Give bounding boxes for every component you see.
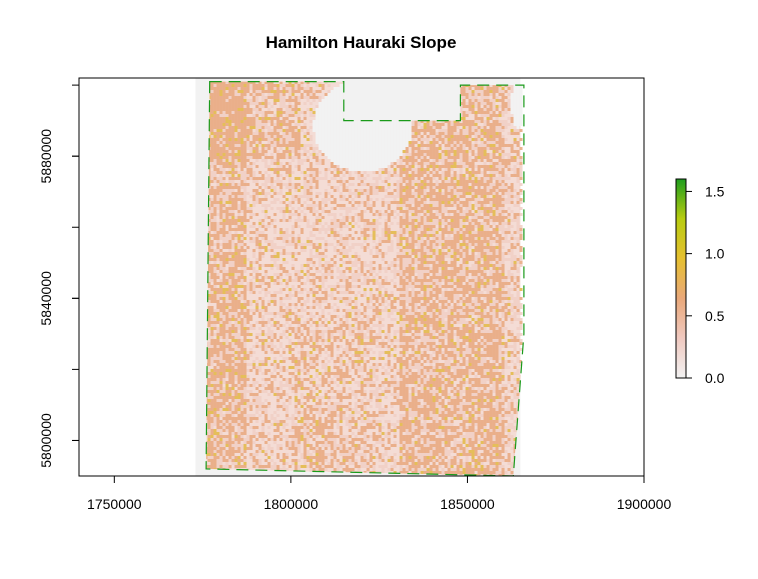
x-axis: 1750000 1800000 1850000 1900000	[87, 476, 671, 512]
y-tick-label: 5880000	[38, 129, 54, 184]
colorbar-tick-label: 1.5	[705, 183, 725, 199]
x-tick-label: 1800000	[264, 496, 319, 512]
x-tick-label: 1900000	[617, 496, 672, 512]
y-axis: 5800000 5840000 5880000	[38, 85, 79, 468]
y-tick-label: 5800000	[38, 413, 54, 468]
slope-raster	[196, 78, 523, 477]
colorbar-tick-label: 0.5	[705, 308, 725, 324]
x-tick-label: 1750000	[87, 496, 142, 512]
y-tick-label: 5840000	[38, 271, 54, 326]
x-tick-label: 1850000	[440, 496, 495, 512]
colorbar-tick-label: 1.0	[705, 246, 725, 262]
colorbar-ticks: 0.0 0.5 1.0 1.5	[686, 183, 725, 386]
colorbar-tick-label: 0.0	[705, 370, 725, 386]
colorbar-gradient	[676, 179, 686, 378]
chart-title: Hamilton Hauraki Slope	[266, 33, 457, 52]
colorbar-legend: 0.0 0.5 1.0 1.5	[676, 179, 725, 386]
plot-area	[196, 78, 524, 477]
